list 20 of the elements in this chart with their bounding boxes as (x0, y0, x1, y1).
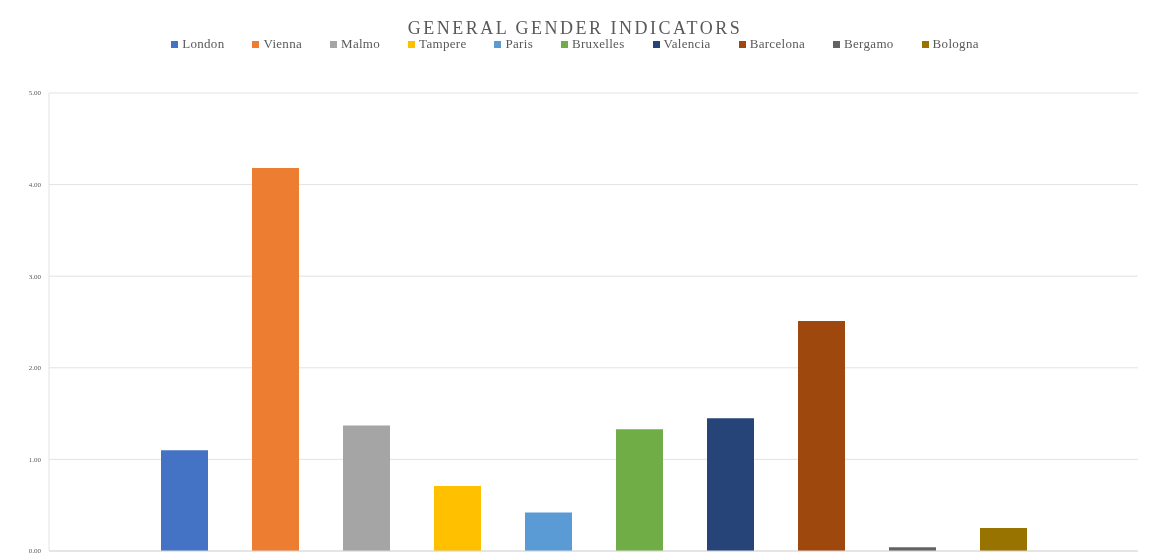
legend-label: Vienna (263, 36, 303, 52)
bar (798, 321, 845, 551)
bar (343, 425, 390, 551)
legend-label: London (182, 36, 225, 52)
legend-label: Barcelona (749, 36, 806, 52)
legend-label: Malmo (341, 36, 381, 52)
bar (707, 418, 754, 551)
legend-label: Bruxelles (571, 36, 625, 52)
bar (525, 512, 572, 551)
bar (434, 485, 481, 551)
chart-title: GENERAL GENDER INDICATORS (407, 18, 743, 38)
bar (161, 450, 208, 551)
bar (616, 429, 663, 551)
legend-label: Bergamo (844, 36, 894, 52)
bar (252, 168, 299, 551)
legend-label: Bologna (932, 36, 979, 52)
legend-label: Valencia (663, 36, 711, 52)
legend-label: Paris (505, 36, 533, 52)
bar (980, 528, 1027, 551)
legend-label: Tampere (419, 36, 467, 52)
